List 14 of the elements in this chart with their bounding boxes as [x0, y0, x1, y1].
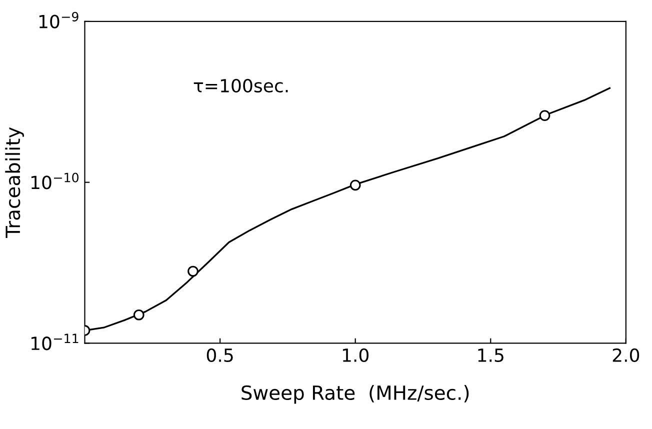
point [188, 266, 198, 277]
annotation: τ=100sec. [194, 78, 288, 92]
point [539, 110, 550, 121]
y-tick-label: 10$^{−10}$ [32, 172, 79, 190]
y-tick-label: 10$^{−9}$ [39, 12, 78, 28]
x-tick-label: 2.0 [612, 348, 640, 362]
y-tick-label: 10$^{−11}$ [32, 334, 78, 350]
point [133, 309, 144, 320]
y-axis-title: Traceability [5, 127, 24, 238]
x-tick-label: 0.5 [206, 348, 233, 362]
x-tick-label: 1.0 [342, 348, 368, 362]
x-axis-title: Sweep Rate (MHz/sec.) [242, 385, 469, 404]
point [350, 180, 361, 191]
x-tick-label: 1.5 [478, 348, 504, 362]
